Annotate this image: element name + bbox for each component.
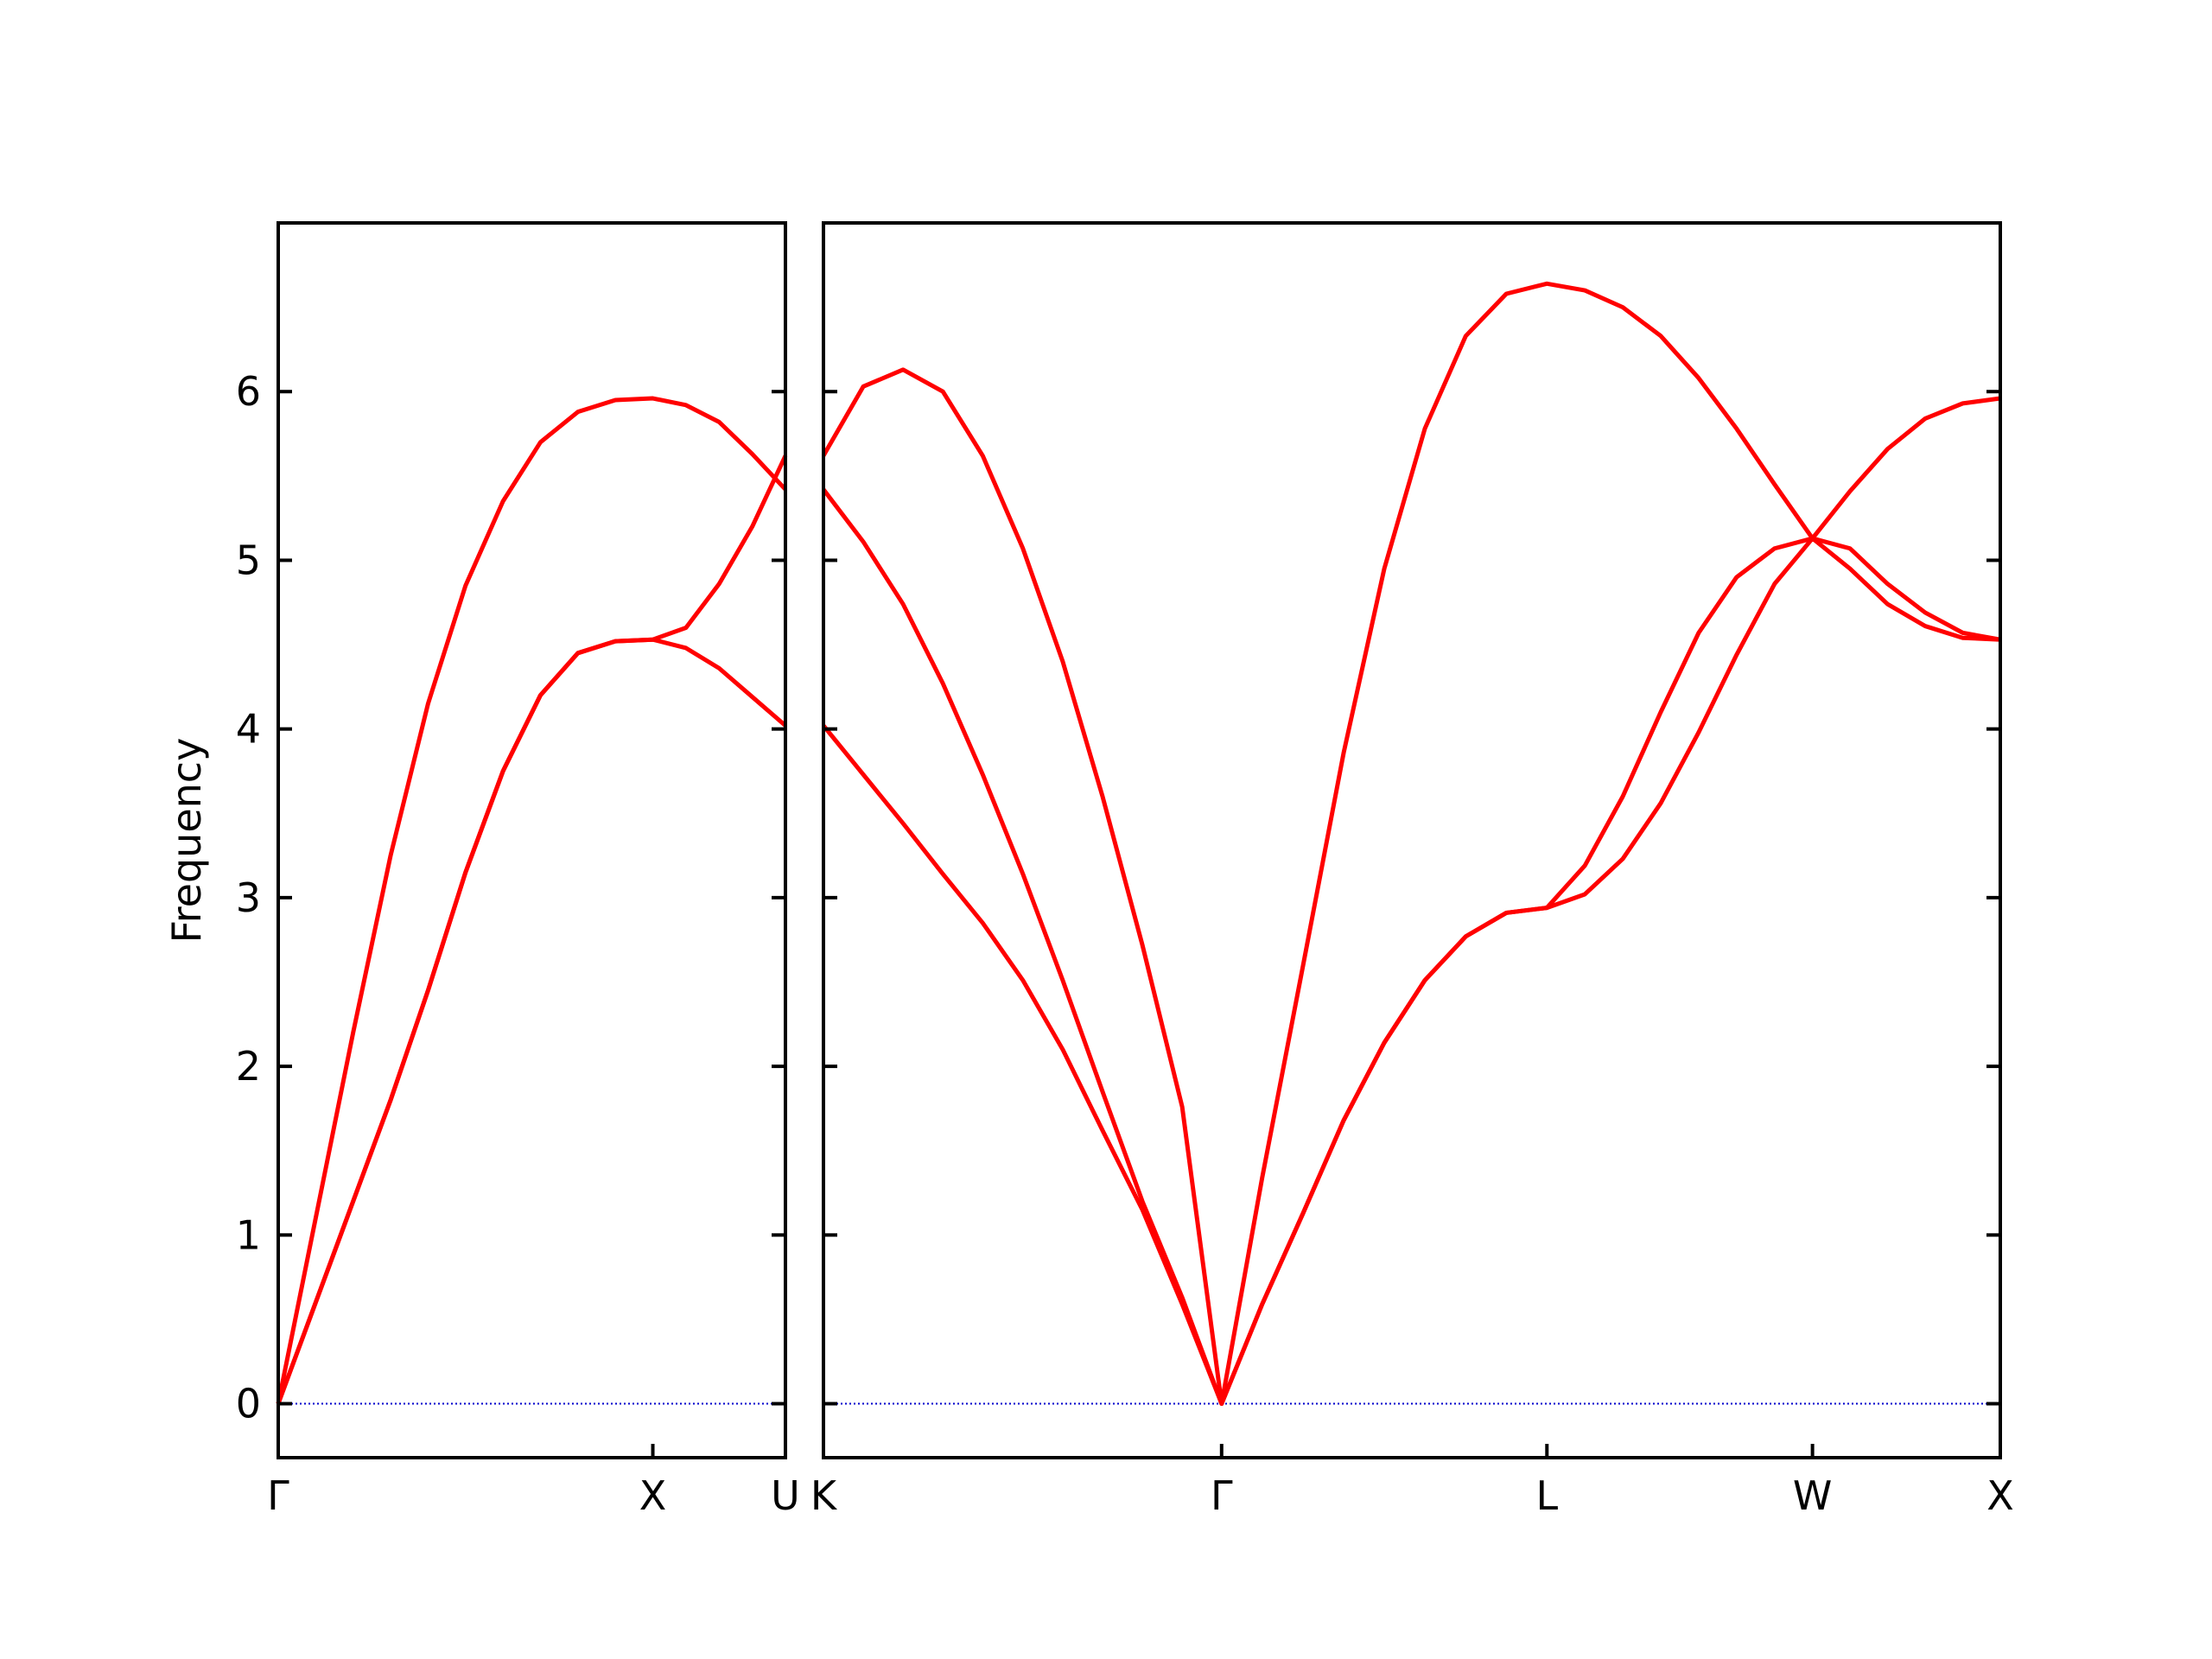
y-axis-label: Frequency [163, 738, 210, 944]
y-tick-label: 1 [236, 1211, 261, 1258]
plot-frame [822, 221, 2002, 1459]
band-line [276, 396, 787, 1405]
y-tick-label: 4 [236, 706, 261, 753]
x-tick-label: L [1535, 1472, 1558, 1519]
plot-frame [276, 221, 787, 1459]
x-tick-label: W [1793, 1472, 1832, 1519]
x-tick-label: X [639, 1472, 667, 1519]
x-tick-label: K [810, 1472, 838, 1519]
band-line [276, 454, 788, 1405]
x-tick-label: Γ [267, 1472, 289, 1519]
y-tick-label: 0 [236, 1381, 261, 1427]
y-tick-label: 5 [236, 537, 261, 583]
x-tick-label: Γ [1211, 1472, 1233, 1519]
band-line [822, 536, 2001, 1407]
y-tick-label: 2 [236, 1043, 261, 1090]
x-tick-label: U [771, 1472, 800, 1519]
y-tick-label: 3 [236, 874, 261, 921]
x-tick-label: X [1986, 1472, 2014, 1519]
y-tick-label: 6 [236, 368, 261, 415]
band-line [821, 281, 2001, 1407]
